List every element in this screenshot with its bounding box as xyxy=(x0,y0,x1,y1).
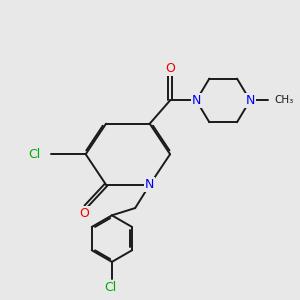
Text: N: N xyxy=(245,94,255,107)
Text: N: N xyxy=(192,94,201,107)
Text: O: O xyxy=(79,207,89,220)
Text: O: O xyxy=(165,62,175,75)
Text: Cl: Cl xyxy=(104,281,117,294)
Text: CH₃: CH₃ xyxy=(275,95,294,105)
Text: N: N xyxy=(145,178,154,191)
Text: Cl: Cl xyxy=(28,148,40,161)
